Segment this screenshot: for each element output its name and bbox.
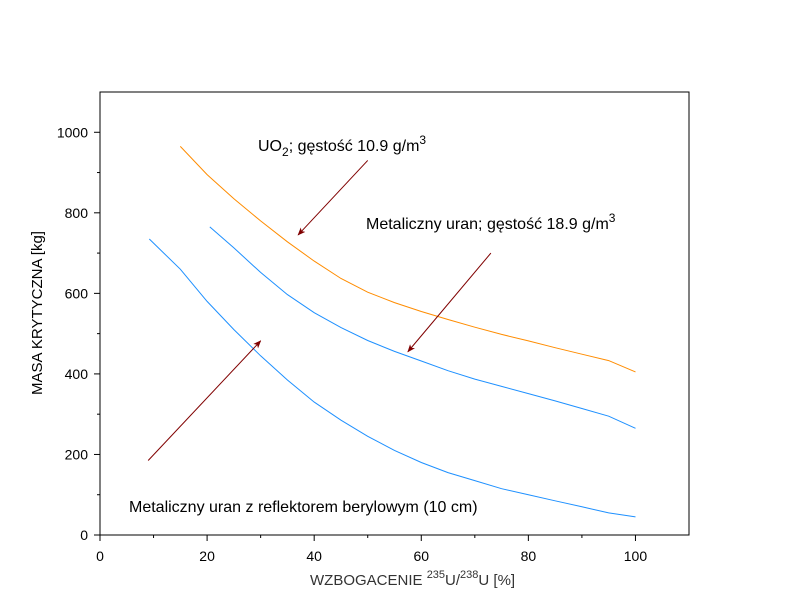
annotation-metal: Metaliczny uran; gęstość 18.9 g/m3 bbox=[366, 211, 616, 233]
annotation-beryl: Metaliczny uran z reflektorem berylowym … bbox=[129, 499, 478, 516]
annotation-uo2: UO2; gęstość 10.9 g/m3 bbox=[258, 133, 426, 159]
x-tick-label: 60 bbox=[413, 548, 429, 564]
axis-ticks bbox=[94, 131, 636, 541]
y-tick-label: 0 bbox=[80, 527, 88, 543]
series-line-1 bbox=[179, 146, 636, 373]
x-tick-label: 40 bbox=[306, 548, 322, 564]
x-axis-title: WZBOGACENIE 235U/238U [%] bbox=[310, 569, 515, 589]
series-lines bbox=[148, 146, 636, 518]
y-tick-label: 200 bbox=[65, 446, 89, 462]
plot-frame bbox=[99, 91, 690, 536]
series-line-3 bbox=[148, 238, 636, 518]
y-tick-label: 600 bbox=[65, 285, 89, 301]
x-tick-label: 0 bbox=[96, 548, 104, 564]
y-axis-title: MASA KRYTYCZNA [kg] bbox=[29, 231, 46, 395]
series-line-2 bbox=[209, 226, 636, 429]
x-tick-label: 80 bbox=[521, 548, 537, 564]
y-tick-label: 800 bbox=[65, 205, 89, 221]
annotation-arrow-uo2 bbox=[297, 160, 369, 236]
y-tick-label: 1000 bbox=[57, 124, 88, 140]
x-tick-label: 20 bbox=[199, 548, 215, 564]
annotation-arrow-metal bbox=[407, 252, 492, 353]
annotation-arrow-beryl bbox=[147, 340, 262, 461]
x-tick-label: 100 bbox=[624, 548, 648, 564]
annotation-arrows bbox=[147, 160, 492, 461]
y-tick-label: 400 bbox=[65, 366, 89, 382]
